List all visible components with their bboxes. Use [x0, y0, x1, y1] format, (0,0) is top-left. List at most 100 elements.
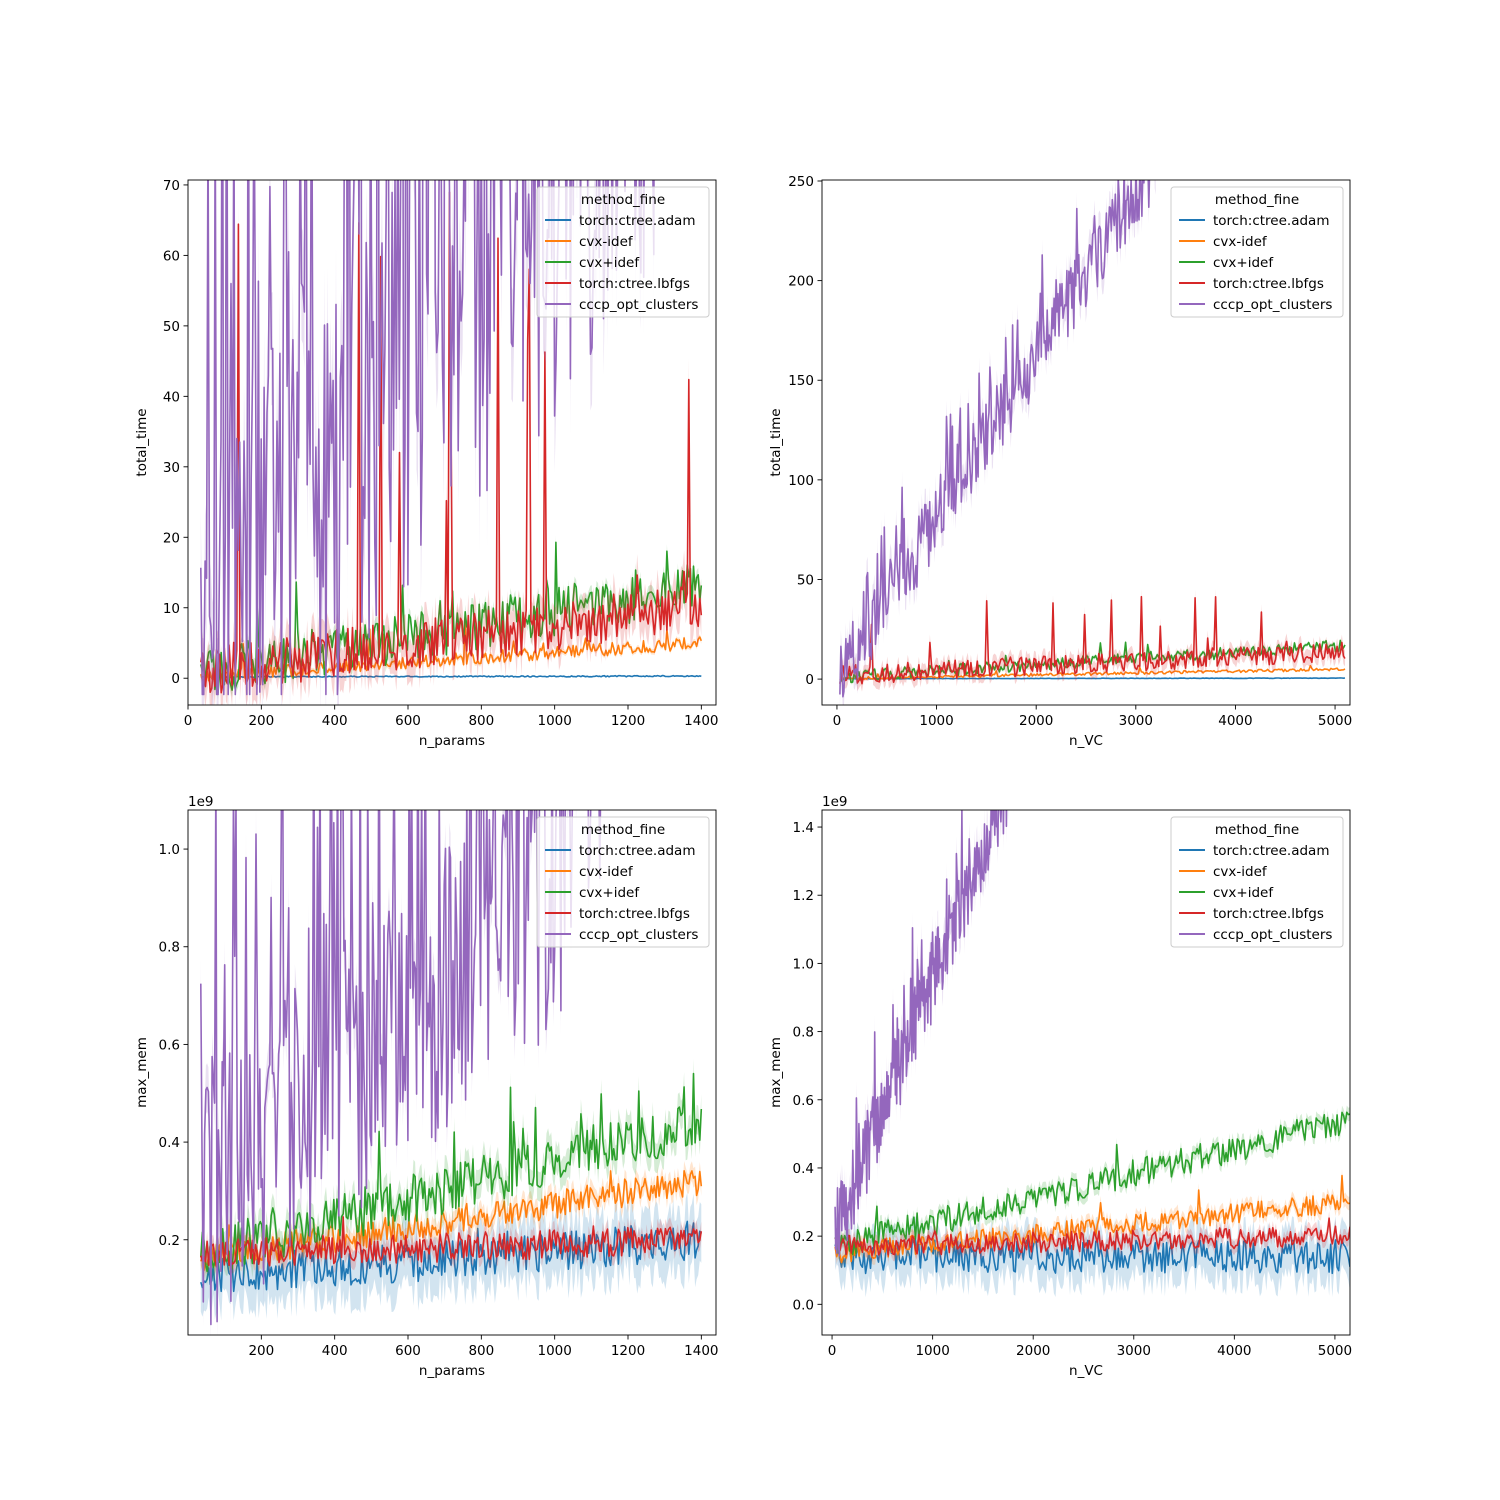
- series-line-cvx_idef_plus: [834, 1111, 1350, 1256]
- plot-area: [839, 180, 1346, 705]
- y-tick-label: 20: [163, 530, 180, 546]
- y-tick-label: 70: [163, 178, 180, 194]
- x-tick-label: 1000: [537, 713, 571, 729]
- series-band-cvx_idef_plus: [200, 1058, 702, 1286]
- y-tick-label: 50: [163, 319, 180, 335]
- series-line-cvx_idef_plus: [200, 1072, 703, 1273]
- x-tick-label: 400: [322, 713, 348, 729]
- legend-entry-torch_ctree_adam: torch:ctree.adam: [579, 213, 695, 229]
- panel-top-right: 0 1000 2000 3000 4000 5000 0 50 100 150 200 250 n_VC…: [768, 174, 1352, 749]
- legend-entry-cccp_opt_clusters: cccp_opt_clusters: [579, 297, 698, 313]
- legend-box: [536, 186, 710, 318]
- legend-entry-torch_ctree_adam: torch:ctree.adam: [1213, 213, 1329, 229]
- y-tick-label: 0.2: [793, 1229, 814, 1245]
- legend-entry-cvx_idef_minus: cvx-idef: [579, 864, 634, 880]
- y-tick-label: 100: [788, 473, 814, 489]
- x-tick-label: 1000: [915, 1343, 949, 1359]
- y-tick-label: 1.0: [159, 842, 180, 858]
- y-axis-label: total_time: [768, 408, 784, 476]
- legend-entry-torch_ctree_lbfgs: torch:ctree.lbfgs: [1213, 276, 1324, 292]
- y-tick-label: 0: [171, 671, 180, 687]
- x-tick-label: 0: [828, 1343, 837, 1359]
- x-tick-label: 1400: [684, 1343, 718, 1359]
- y-offset-text: 1e9: [822, 794, 847, 810]
- series-line-cccp_opt_clusters: [834, 810, 1008, 1257]
- x-tick-label: 400: [322, 1343, 348, 1359]
- x-tick-label: 600: [395, 713, 421, 729]
- series-line-cvx_idef_minus: [839, 664, 1346, 681]
- legend: method_fine torch:ctree.adam cvx-idef cvx+i…: [536, 186, 710, 318]
- legend-entry-cvx_idef_plus: cvx+idef: [579, 885, 640, 901]
- axes-frame: [187, 809, 717, 1336]
- series-line-cccp_opt_clusters: [839, 180, 1151, 698]
- plot-area: [200, 810, 703, 1335]
- legend-entry-cccp_opt_clusters: cccp_opt_clusters: [1213, 297, 1332, 313]
- x-tick-label: 1200: [611, 1343, 645, 1359]
- legend-entry-torch_ctree_adam: torch:ctree.adam: [1213, 843, 1329, 859]
- x-tick-label: 1400: [684, 713, 718, 729]
- series-line-torch_ctree_adam: [839, 677, 1346, 680]
- x-axis-label: n_VC: [1069, 733, 1103, 749]
- panel-bottom-left: 200 400 600 800 1000 1200 1400 0.2 0.4 0.6 0.8 1.0 n…: [134, 794, 719, 1379]
- series-line-torch_ctree_adam: [834, 1238, 1350, 1275]
- legend-box: [1170, 186, 1344, 318]
- legend: method_fine torch:ctree.adam cvx-idef cvx+i…: [536, 816, 710, 948]
- y-tick-label: 60: [163, 248, 180, 264]
- y-tick-label: 1.2: [793, 888, 814, 904]
- y-tick-label: 0.6: [793, 1093, 814, 1109]
- x-tick-label: 2000: [1016, 1343, 1050, 1359]
- y-tick-label: 40: [163, 389, 180, 405]
- y-tick-label: 0.8: [793, 1025, 814, 1041]
- series-line-torch_ctree_lbfgs: [200, 1216, 703, 1268]
- legend-entry-torch_ctree_lbfgs: torch:ctree.lbfgs: [579, 906, 690, 922]
- legend: method_fine torch:ctree.adam cvx-idef cvx+i…: [1170, 816, 1344, 948]
- x-tick-label: 800: [468, 1343, 494, 1359]
- x-tick-label: 1000: [537, 1343, 571, 1359]
- series-band-cccp_opt_clusters: [200, 180, 655, 705]
- x-tick-label: 4000: [1217, 1343, 1251, 1359]
- series-line-torch_ctree_adam: [200, 1220, 702, 1293]
- y-tick-label: 0: [805, 672, 814, 688]
- x-tick-label: 200: [248, 713, 274, 729]
- series-line-torch_ctree_lbfgs: [834, 1217, 1350, 1257]
- x-axis-label: n_params: [419, 1363, 485, 1379]
- legend-entry-torch_ctree_lbfgs: torch:ctree.lbfgs: [579, 276, 690, 292]
- x-tick-label: 2000: [1019, 713, 1053, 729]
- y-tick-label: 250: [788, 174, 814, 190]
- legend-box: [536, 816, 710, 948]
- x-tick-label: 200: [248, 1343, 274, 1359]
- plot-area: [834, 810, 1350, 1298]
- axes-frame: [187, 179, 717, 706]
- legend-entry-cvx_idef_plus: cvx+idef: [1213, 885, 1274, 901]
- x-tick-label: 4000: [1218, 713, 1252, 729]
- series-line-torch_ctree_adam: [200, 674, 702, 679]
- y-tick-label: 10: [163, 601, 180, 617]
- series-band-cvx_idef_plus: [200, 535, 702, 700]
- y-axis-label: total_time: [134, 408, 150, 476]
- x-tick-label: 3000: [1119, 713, 1153, 729]
- x-tick-label: 3000: [1117, 1343, 1151, 1359]
- legend-entry-cccp_opt_clusters: cccp_opt_clusters: [579, 927, 698, 943]
- legend-title: method_fine: [1215, 822, 1299, 838]
- x-tick-label: 0: [184, 713, 193, 729]
- legend-entry-cvx_idef_minus: cvx-idef: [579, 234, 634, 250]
- x-axis-label: n_params: [419, 733, 485, 749]
- y-tick-label: 200: [788, 274, 814, 290]
- y-tick-label: 50: [797, 572, 814, 588]
- series-line-cccp_opt_clusters: [200, 810, 602, 1326]
- legend: method_fine torch:ctree.adam cvx-idef cvx+i…: [1170, 186, 1344, 318]
- x-tick-label: 5000: [1318, 713, 1352, 729]
- y-tick-label: 0.2: [159, 1233, 180, 1249]
- legend-entry-cccp_opt_clusters: cccp_opt_clusters: [1213, 927, 1332, 943]
- legend-entry-torch_ctree_adam: torch:ctree.adam: [579, 843, 695, 859]
- x-tick-label: 5000: [1318, 1343, 1352, 1359]
- x-axis-label: n_VC: [1069, 1363, 1103, 1379]
- series-band-cvx_idef_minus: [835, 1168, 1350, 1270]
- legend-entry-torch_ctree_lbfgs: torch:ctree.lbfgs: [1213, 906, 1324, 922]
- y-tick-label: 1.4: [793, 820, 814, 836]
- panel-top-left: 0 200 400 600 800 1000 1200 1400 0 10 20 30 40 50 60 70…: [134, 178, 719, 749]
- y-tick-label: 0.6: [159, 1037, 180, 1053]
- plot-area: [200, 180, 703, 705]
- axes-frame: [821, 809, 1351, 1336]
